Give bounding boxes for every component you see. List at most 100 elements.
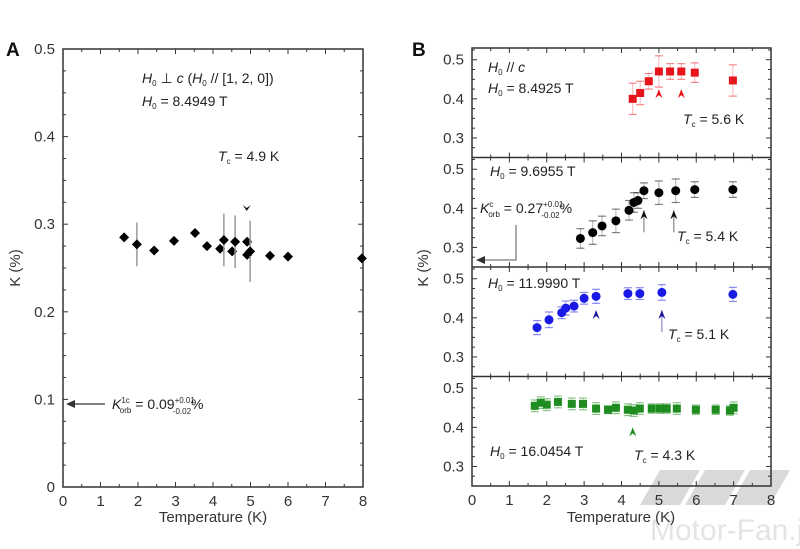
korb-arrow-head xyxy=(476,256,485,264)
tc-arrow-head xyxy=(640,210,648,220)
data-point xyxy=(690,68,699,77)
y-tick-label: 0.4 xyxy=(443,419,464,436)
panel-letter-a: A xyxy=(6,40,20,61)
panel-b: B 0.3 0.4 0.5 0.3 0.4 0.5 0.3 0.4 0.5 0.3 0.4 0.5 0… xyxy=(412,40,775,526)
data-point xyxy=(662,404,671,413)
data-point xyxy=(633,196,643,206)
panel-a-tc-label: Tc = 4.9 K xyxy=(218,148,280,166)
panel-a-frame xyxy=(62,48,364,488)
data-point xyxy=(728,185,738,195)
panel-b-subpanels: 0.3 0.4 0.5 0.3 0.4 0.5 0.3 0.4 0.5 0.3 0.4 0.5 xyxy=(443,48,772,487)
x-tick-label: 5 xyxy=(246,493,254,510)
data-point xyxy=(623,289,633,299)
y-tick-label: 0 xyxy=(47,479,55,496)
y-tick-label: 0.5 xyxy=(443,380,464,397)
data-point xyxy=(553,397,562,406)
panel-a-x-axis-label: Temperature (K) xyxy=(159,509,267,526)
data-point xyxy=(169,235,179,246)
panel-b-data xyxy=(530,55,738,437)
data-point xyxy=(691,405,700,414)
x-tick-label: 3 xyxy=(171,493,179,510)
data-point xyxy=(666,67,675,76)
x-tick-label: 6 xyxy=(692,492,700,509)
panel-b2-korb-arrow xyxy=(476,225,517,264)
x-tick-label: 6 xyxy=(284,493,292,510)
panel-b-x-axis-label: Temperature (K) xyxy=(567,509,675,526)
data-point xyxy=(636,88,645,97)
panel-a-y-tick-labels: 0 0.1 0.2 0.3 0.4 0.5 xyxy=(34,41,55,496)
data-point xyxy=(131,239,142,250)
tc-arrow-head xyxy=(670,210,678,220)
watermark-logo-shape xyxy=(640,470,700,505)
data-point xyxy=(628,94,637,103)
data-point xyxy=(544,315,554,325)
panel-a-y-axis-label: K (%) xyxy=(7,249,24,287)
x-tick-label: 2 xyxy=(543,492,551,509)
data-point xyxy=(579,399,588,408)
x-tick-label: 0 xyxy=(468,492,476,509)
panel-a-data xyxy=(119,205,367,283)
data-point xyxy=(654,188,664,198)
y-tick-label: 0.4 xyxy=(443,200,464,217)
y-tick-label: 0.5 xyxy=(443,161,464,178)
panel-b4-tc-label: Tc = 4.3 K xyxy=(634,447,696,465)
data-point xyxy=(530,401,539,410)
panel-a-korb-annotation: K1c orb = 0.09+0.01 -0.02% xyxy=(66,396,204,416)
data-point xyxy=(265,250,275,261)
data-point xyxy=(575,233,585,243)
tc-arrow-head xyxy=(242,205,251,211)
watermark-logo-shape xyxy=(730,470,790,505)
panel-b2-tc-label: Tc = 5.4 K xyxy=(677,228,739,246)
y-tick-label: 0.5 xyxy=(443,271,464,288)
y-tick-label: 0.4 xyxy=(443,91,464,108)
y-tick-label: 0.5 xyxy=(34,41,55,58)
x-tick-label: 0 xyxy=(59,493,67,510)
korb-arrow-line xyxy=(482,225,517,261)
y-tick-label: 0.3 xyxy=(443,458,464,475)
y-tick-label: 0.3 xyxy=(443,239,464,256)
panel-letter-b: B xyxy=(412,40,426,61)
data-point xyxy=(597,221,607,231)
panel-b3-tc-label: Tc = 5.1 K xyxy=(668,326,730,344)
data-point xyxy=(629,406,638,415)
data-point xyxy=(657,287,667,297)
data-point xyxy=(647,404,656,413)
panel-a-ticks xyxy=(62,48,364,488)
data-point xyxy=(149,245,160,256)
data-point xyxy=(644,77,653,86)
x-tick-label: 3 xyxy=(580,492,588,509)
panel-b1-orientation: H0 // c xyxy=(488,59,525,77)
data-point xyxy=(728,289,738,299)
watermark-logo-shape xyxy=(685,470,745,505)
data-point xyxy=(611,216,621,226)
data-point xyxy=(671,186,681,196)
panel-a-korb-label: K1c orb = 0.09+0.01 -0.02% xyxy=(112,396,204,416)
x-tick-label: 8 xyxy=(359,493,367,510)
x-tick-label: 5 xyxy=(655,492,663,509)
tc-arrow-head xyxy=(677,89,685,99)
data-point xyxy=(561,303,571,313)
x-tick-label: 7 xyxy=(321,493,329,510)
data-point xyxy=(218,234,229,245)
panel-b2-field-label: H0 = 9.6955 T xyxy=(490,163,576,181)
y-tick-label: 0.4 xyxy=(34,129,55,146)
data-point xyxy=(690,185,700,195)
x-tick-label: 4 xyxy=(209,493,217,510)
data-point xyxy=(356,253,367,264)
data-point xyxy=(654,67,663,76)
data-point xyxy=(215,243,226,254)
panel-b-x-tick-labels: 0 1 2 3 4 5 6 7 8 xyxy=(468,492,775,509)
data-point xyxy=(245,246,256,257)
panel-b-y-axis-label: K (%) xyxy=(415,249,432,287)
watermark: Motor-Fan.jp xyxy=(640,470,800,547)
tc-arrow-head xyxy=(658,310,666,320)
watermark-text: Motor-Fan.jp xyxy=(650,514,800,547)
panel-b4-field-label: H0 = 16.0454 T xyxy=(490,443,584,461)
data-point xyxy=(591,291,601,301)
data-point xyxy=(639,186,649,196)
y-tick-label: 0.3 xyxy=(34,216,55,233)
data-point xyxy=(611,403,620,412)
data-point xyxy=(635,289,645,299)
x-tick-label: 7 xyxy=(729,492,737,509)
